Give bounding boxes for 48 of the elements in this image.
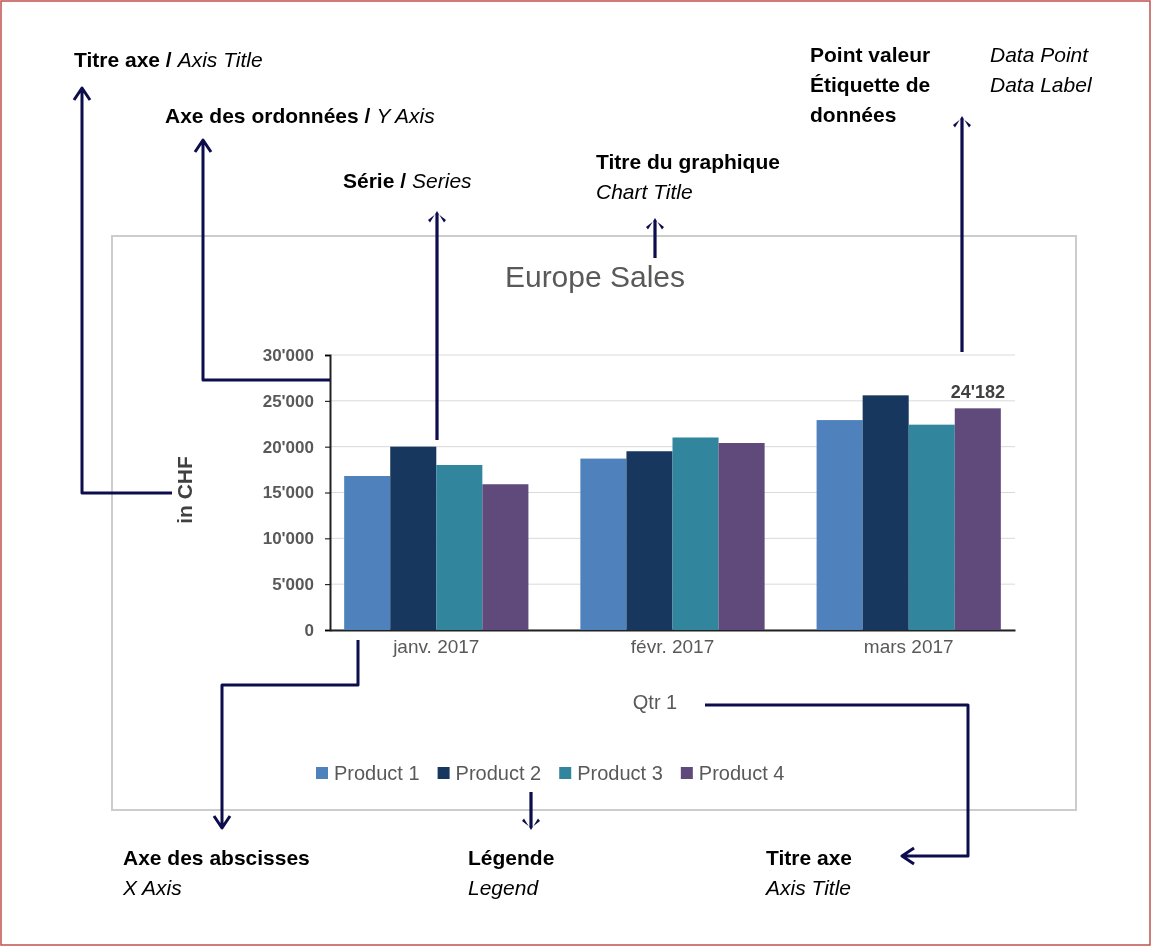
bar [908,424,955,630]
x-axis-title: Qtr 1 [632,691,678,713]
chart-title: Europe Sales [504,260,686,293]
text: Series [412,169,473,192]
bar [718,443,765,630]
bar [954,408,1001,630]
bar [672,437,719,630]
bar [862,395,909,630]
data-label: 24'182 [950,382,1005,403]
bar [626,451,673,630]
bar [816,420,863,630]
text: Y Axis [376,104,436,127]
y-tick-label: 15'000 [262,483,314,503]
text: Titre du graphique [596,150,780,173]
text: Chart Title [596,180,693,203]
text: X Axis [122,876,183,899]
text: Titre axe [766,846,852,869]
text: Série / [343,169,407,192]
y-tick-label: 5'000 [272,575,314,595]
text: Point valeur [810,43,931,66]
text: Axe des abscisses [123,846,310,869]
text: Legend [468,876,540,899]
y-tick-label: 10'000 [262,529,314,549]
x-tick-label: janv. 2017 [392,636,480,657]
text: Axis Title [764,876,851,899]
bar [436,465,483,630]
bar [580,458,627,630]
text: Axe des ordonnées / [165,104,371,127]
y-axis-title: in CHF [173,456,196,524]
y-tick-label: 20'000 [262,437,314,457]
text: Data Point [990,43,1090,66]
x-tick-label: mars 2017 [863,636,954,657]
legend-label: Product 3 [577,762,663,784]
text: Titre axe / [74,48,172,71]
text: Data Label [990,73,1093,96]
legend-label: Product 4 [698,762,785,784]
text: Axis Title [175,48,263,71]
bar [344,476,391,630]
legend-label: Product 1 [334,762,420,784]
y-tick-label: 30'000 [262,345,314,365]
y-tick-label: 0 [304,620,314,640]
y-tick-label: 25'000 [262,391,314,411]
x-tick-label: févr. 2017 [630,636,715,657]
text: Étiquette de données [810,73,931,126]
text: Légende [468,846,555,869]
bar [482,484,529,630]
bar [390,446,437,630]
legend-label: Product 2 [455,762,542,784]
